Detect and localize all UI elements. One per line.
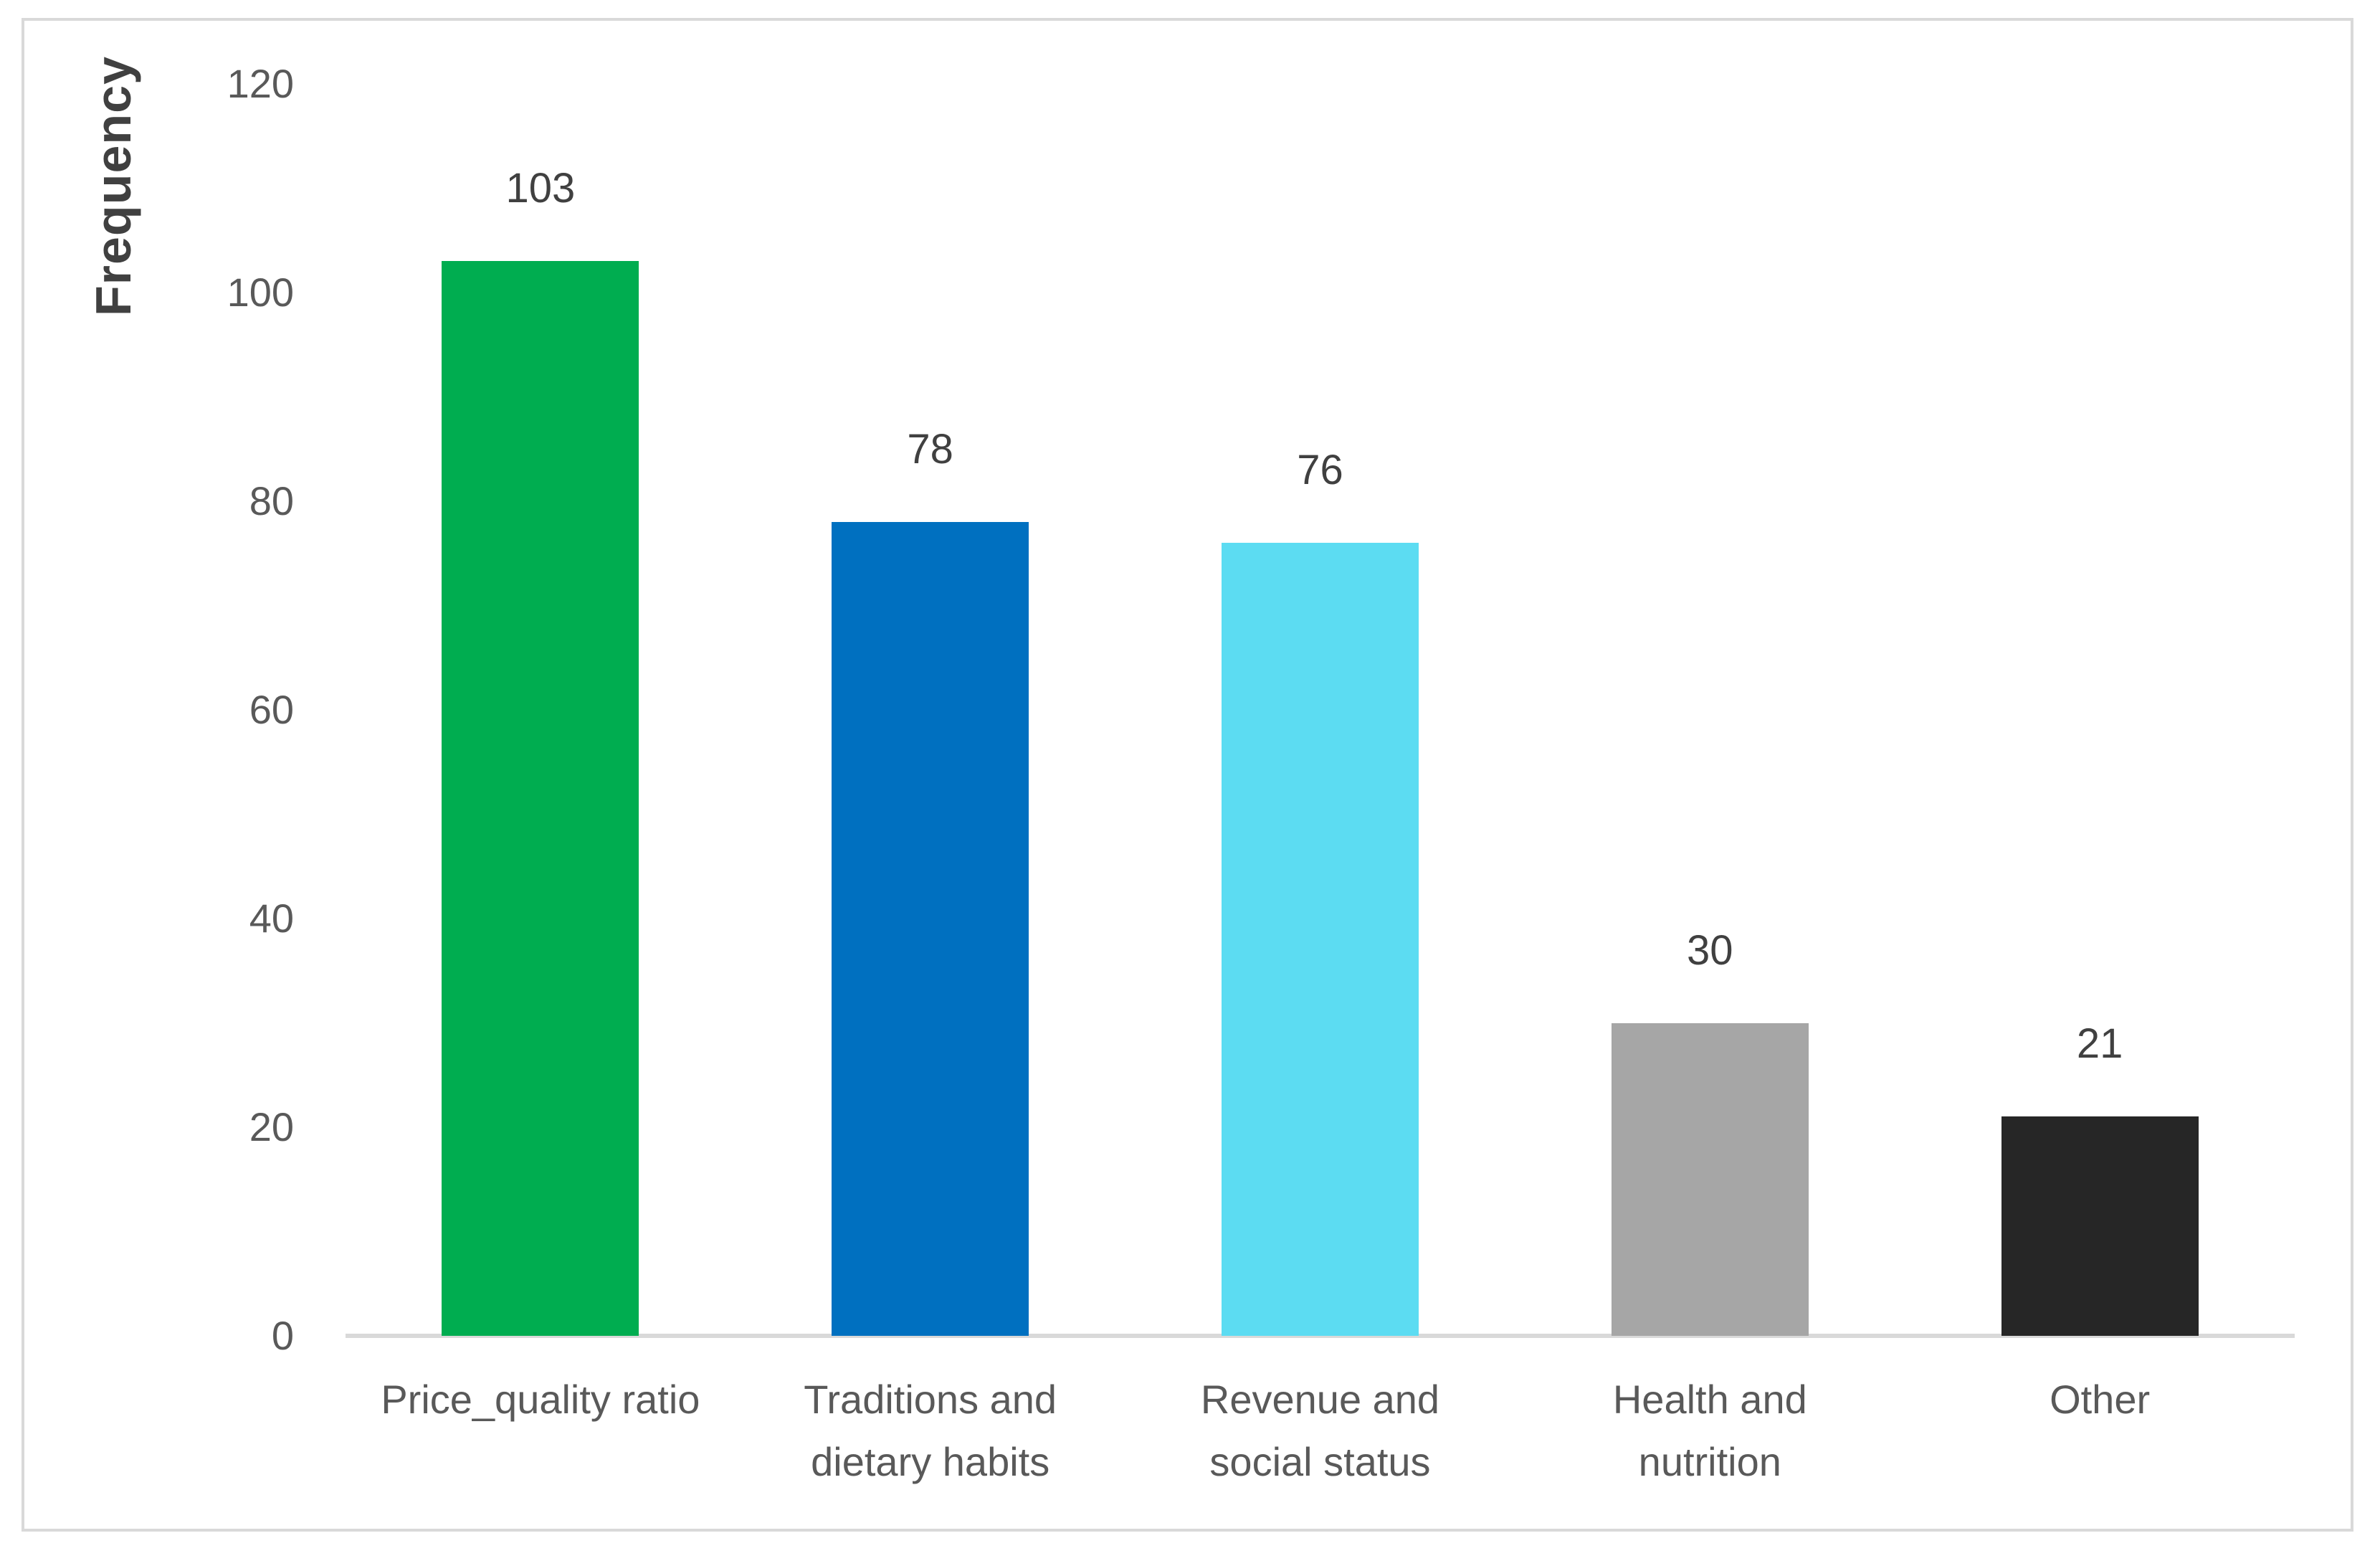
y-tick-label: 120 bbox=[227, 61, 294, 106]
x-category-label: Revenue and social status bbox=[1200, 1377, 1440, 1484]
bar-value-label: 78 bbox=[907, 426, 953, 473]
y-tick-label: 40 bbox=[249, 896, 294, 941]
y-tick-label: 80 bbox=[249, 478, 294, 523]
bar-value-label: 76 bbox=[1297, 447, 1343, 494]
bar-value-label: 103 bbox=[505, 165, 576, 212]
bar-value-label: 30 bbox=[1687, 926, 1733, 974]
y-tick-label: 20 bbox=[249, 1104, 294, 1149]
y-tick-label: 60 bbox=[249, 687, 294, 732]
bar-value-label: 21 bbox=[2076, 1020, 2123, 1068]
x-axis-line bbox=[346, 1334, 2295, 1338]
bar bbox=[832, 522, 1029, 1336]
x-category-label: Traditions and dietary habits bbox=[804, 1377, 1057, 1484]
bar bbox=[1611, 1022, 1809, 1336]
chart-frame bbox=[22, 18, 2353, 1532]
bar bbox=[2001, 1116, 2199, 1336]
bar bbox=[442, 261, 639, 1336]
y-tick-label: 0 bbox=[271, 1313, 294, 1358]
bar bbox=[1222, 543, 1419, 1336]
x-category-label: Health and nutrition bbox=[1612, 1377, 1807, 1484]
x-category-label: Price_quality ratio bbox=[381, 1377, 700, 1422]
y-tick-label: 100 bbox=[227, 270, 294, 315]
x-category-label: Other bbox=[2050, 1377, 2151, 1422]
